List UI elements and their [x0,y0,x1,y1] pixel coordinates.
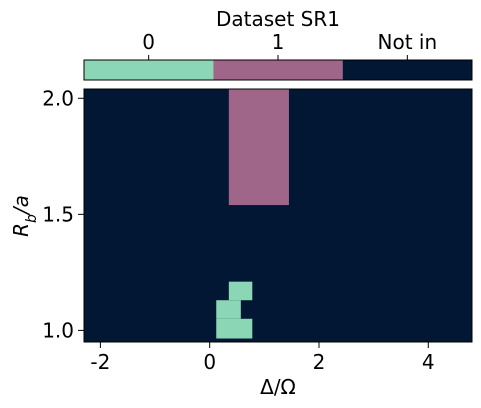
x-tick-label: -2 [90,350,110,374]
heatmap-region-4 [216,318,253,339]
colorbar-frame [83,59,473,81]
colorbar-title: Dataset SR1 [216,7,340,31]
heatmap-region-2 [228,281,253,301]
heatmap-region-3 [216,300,241,319]
x-tick-label: 0 [203,350,216,374]
heatmap-region-1 [228,89,289,206]
x-tick-label: 2 [313,350,326,374]
colorbar-segment [342,60,472,80]
plot-area: -2 0 2 4 1.0 1.5 2.0 [42,86,473,374]
colorbar-segment [84,60,214,80]
colorbar-tick-label: 1 [272,30,285,54]
y-tick-label: 1.5 [42,202,74,226]
colorbar-segment [213,60,343,80]
x-tick-label: 4 [422,350,435,374]
x-axis-label: Δ/Ω [260,375,296,399]
colorbar: 0 1 Not in [83,30,473,81]
y-tick-label: 2.0 [42,86,74,110]
colorbar-tick-label: 0 [142,30,155,54]
plot-frame [83,88,473,343]
y-tick-label: 1.0 [42,318,74,342]
colorbar-tick-label: Not in [378,30,438,54]
y-axis-label: Rb/a [9,195,40,237]
